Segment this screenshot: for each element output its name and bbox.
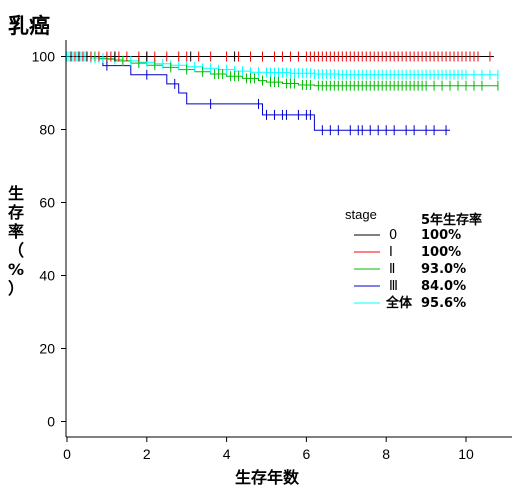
y-tick-label: 40	[39, 268, 55, 284]
legend-series-value: 95.6%	[421, 296, 466, 311]
axes	[65, 40, 512, 438]
y-tick-label: 0	[47, 414, 55, 430]
legend-series-value: 100%	[421, 245, 461, 260]
x-axis-title-group: 生存年数	[235, 468, 300, 487]
x-tick-label: 0	[63, 446, 71, 462]
legend-group-title: stage	[345, 207, 377, 222]
legend-series-name: Ⅰ	[389, 245, 393, 260]
x-tick-label: 8	[382, 446, 390, 462]
y-tick-label: 20	[39, 341, 55, 357]
legend-series-name: Ⅱ	[389, 262, 395, 277]
x-tick-label: 10	[458, 446, 474, 462]
y-tick-label: 60	[39, 195, 55, 211]
legend-series-name: Ⅲ	[389, 279, 398, 294]
legend-rows: 0 100% Ⅰ 100% Ⅱ 93.0% Ⅲ 84.0% 全体 95.6%	[354, 228, 466, 311]
series-line	[67, 56, 450, 131]
legend-value-title: 5年生存率	[421, 212, 482, 228]
legend-series-name: 0	[389, 228, 397, 243]
legend-series-value: 100%	[421, 228, 461, 243]
chart-title: 乳癌	[8, 14, 50, 38]
x-tick-label: 4	[223, 446, 231, 462]
legend: stage 5年生存率 0 100% Ⅰ 100% Ⅱ 93.0% Ⅲ 84.0% 全体 95.6…	[345, 207, 482, 311]
x-tick-label: 2	[143, 446, 151, 462]
censor-mark-group	[66, 51, 499, 136]
legend-series-value: 93.0%	[421, 262, 466, 277]
legend-series-name: 全体	[385, 295, 413, 311]
x-axis-title: 生存年数	[235, 468, 300, 487]
y-axis-title: 生存率（%）	[8, 184, 24, 298]
y-tick-label: 80	[39, 122, 55, 138]
x-tick-label: 6	[303, 446, 311, 462]
y-axis-title-group: 生存率（%）	[8, 184, 24, 298]
y-tick-label: 100	[32, 49, 56, 65]
legend-series-value: 84.0%	[421, 279, 466, 294]
